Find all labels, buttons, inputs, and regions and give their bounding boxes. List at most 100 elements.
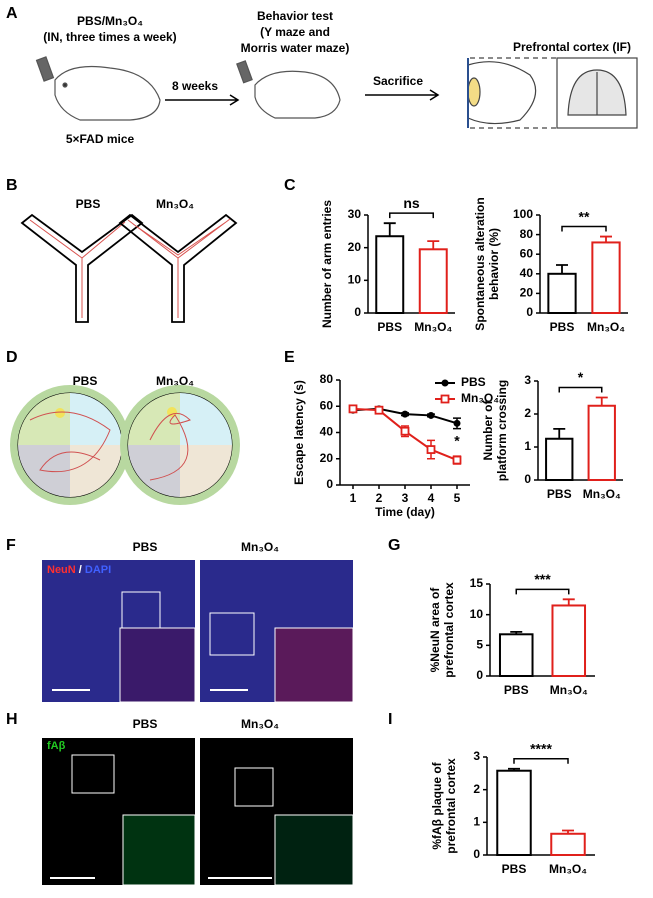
significance-label: ns bbox=[403, 195, 420, 211]
y-axis-label: behavior (%) bbox=[487, 228, 501, 300]
y-axis-label: %NeuN area of bbox=[428, 587, 442, 673]
significance-label: * bbox=[578, 369, 584, 385]
mouse-illustration bbox=[236, 60, 341, 119]
x-tick-label: 3 bbox=[402, 491, 409, 505]
y-maze bbox=[118, 213, 238, 323]
y-tick-label: 40 bbox=[320, 425, 334, 439]
water-maze bbox=[120, 385, 240, 505]
significance-bracket bbox=[389, 212, 434, 219]
y-tick-label: 2 bbox=[524, 406, 531, 420]
x-tick-label: Mn₃O₄ bbox=[587, 320, 625, 334]
bar bbox=[550, 832, 586, 856]
significance-bracket bbox=[515, 588, 570, 595]
legend-label: PBS bbox=[461, 375, 486, 389]
y-axis-label: prefrontal cortex bbox=[442, 582, 456, 678]
y-tick-label: 60 bbox=[520, 246, 534, 260]
x-axis-label: Time (day) bbox=[375, 505, 435, 519]
y-axis-label: Number of bbox=[481, 399, 495, 460]
marker bbox=[400, 426, 410, 436]
panel-letter: H bbox=[6, 711, 18, 728]
bar bbox=[375, 235, 405, 315]
panel-letter: D bbox=[6, 349, 18, 366]
y-tick-label: 1 bbox=[473, 815, 480, 829]
error-bar bbox=[595, 396, 608, 406]
x-tick-label: PBS bbox=[504, 683, 529, 697]
mice-label: 5×FAD mice bbox=[66, 132, 135, 146]
x-tick-label: PBS bbox=[550, 320, 575, 334]
y-tick-label: 40 bbox=[520, 266, 534, 280]
marker bbox=[453, 419, 461, 427]
x-tick-label: 5 bbox=[454, 491, 461, 505]
stain-label: fAβ bbox=[47, 740, 66, 752]
group-label: Mn₃O₄ bbox=[156, 374, 194, 388]
y-axis-label: platform crossing bbox=[495, 380, 509, 481]
test-label: (Y maze and bbox=[260, 25, 330, 39]
y-tick-label: 20 bbox=[348, 240, 362, 254]
y-tick-label: 10 bbox=[470, 607, 484, 621]
y-tick-label: 20 bbox=[320, 451, 334, 465]
y-tick-label: 100 bbox=[513, 207, 533, 221]
duration-label: 8 weeks bbox=[172, 79, 218, 93]
x-tick-label: 4 bbox=[428, 491, 435, 505]
error-bar bbox=[553, 427, 566, 439]
x-tick-label: 2 bbox=[376, 491, 383, 505]
x-tick-label: PBS bbox=[377, 320, 402, 334]
marker bbox=[374, 405, 384, 415]
test-label: Morris water maze) bbox=[241, 41, 350, 55]
y-tick-label: 80 bbox=[320, 372, 334, 386]
micrograph bbox=[200, 738, 354, 886]
legend-marker bbox=[441, 379, 449, 387]
error-bar bbox=[427, 240, 440, 250]
y-tick-label: 60 bbox=[320, 398, 334, 412]
bar bbox=[587, 404, 616, 481]
stain-name: DAPI bbox=[85, 564, 111, 576]
significance-label: *** bbox=[534, 571, 551, 587]
y-maze bbox=[20, 213, 144, 323]
bar bbox=[545, 437, 574, 481]
panel-letter: G bbox=[388, 537, 400, 554]
y-tick-label: 0 bbox=[473, 847, 480, 861]
marker bbox=[452, 455, 462, 465]
y-tick-label: 80 bbox=[520, 227, 534, 241]
arrow bbox=[165, 94, 240, 106]
bar bbox=[551, 604, 587, 678]
y-tick-label: 0 bbox=[354, 305, 361, 319]
y-tick-label: 3 bbox=[524, 373, 531, 387]
water-maze bbox=[10, 385, 130, 505]
y-tick-label: 30 bbox=[348, 207, 362, 221]
panel-letter: B bbox=[6, 177, 18, 194]
legend-marker bbox=[440, 394, 450, 404]
x-tick-label: PBS bbox=[547, 487, 572, 501]
error-bar bbox=[556, 264, 568, 274]
y-tick-label: 3 bbox=[473, 749, 480, 763]
marker bbox=[348, 404, 358, 414]
y-axis-label: Number of arm entries bbox=[320, 200, 334, 328]
mouse-illustration bbox=[35, 56, 161, 121]
bar bbox=[418, 248, 448, 315]
region-label: Prefrontal cortex (IF) bbox=[513, 40, 631, 54]
y-tick-label: 0 bbox=[526, 305, 533, 319]
group-label: PBS bbox=[73, 374, 98, 388]
y-tick-label: 20 bbox=[520, 286, 534, 300]
error-bar bbox=[562, 598, 575, 606]
stain-label: NeuN / DAPI bbox=[47, 564, 111, 576]
arrow bbox=[365, 89, 440, 101]
x-tick-label: 1 bbox=[350, 491, 357, 505]
bar bbox=[496, 769, 532, 856]
y-tick-label: 0 bbox=[326, 477, 333, 491]
significance-bracket bbox=[561, 225, 607, 232]
error-bar bbox=[383, 222, 396, 237]
group-label: PBS bbox=[133, 540, 158, 554]
stain-separator: / bbox=[76, 564, 85, 576]
significance-bracket bbox=[513, 758, 569, 764]
marker bbox=[401, 410, 409, 418]
significance-label: **** bbox=[530, 740, 552, 756]
significance-label: * bbox=[454, 432, 460, 448]
y-tick-label: 0 bbox=[476, 668, 483, 682]
y-axis-label: %fAβ plaque of bbox=[430, 761, 444, 849]
marker bbox=[426, 445, 436, 454]
treatment-label: PBS/Mn₃O₄ bbox=[77, 14, 143, 28]
group-label: PBS bbox=[133, 717, 158, 731]
significance-bracket bbox=[558, 386, 603, 393]
